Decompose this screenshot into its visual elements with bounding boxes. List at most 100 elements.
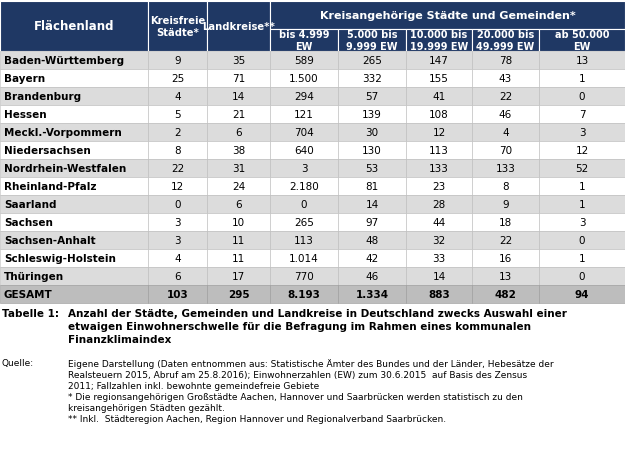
Bar [406, 268, 472, 286]
Bar [0, 249, 148, 268]
Text: 42: 42 [366, 253, 379, 263]
Text: 0: 0 [301, 199, 308, 209]
Bar [207, 286, 270, 303]
Bar [338, 142, 406, 159]
Bar [207, 249, 270, 268]
Text: Sachsen-Anhalt: Sachsen-Anhalt [4, 236, 96, 246]
Bar [148, 124, 207, 142]
Text: 6: 6 [174, 271, 181, 281]
Text: 57: 57 [366, 92, 379, 102]
Bar [338, 70, 406, 88]
Text: 1.014: 1.014 [289, 253, 319, 263]
Bar [539, 52, 625, 70]
Text: Hessen: Hessen [4, 110, 47, 120]
Bar [406, 159, 472, 178]
Bar [148, 231, 207, 249]
Bar [148, 70, 207, 88]
Bar [207, 106, 270, 124]
Text: 8: 8 [503, 182, 509, 192]
Text: 133: 133 [429, 164, 449, 174]
Text: 41: 41 [432, 92, 446, 102]
Text: 31: 31 [232, 164, 245, 174]
Text: 295: 295 [228, 289, 249, 299]
Bar [472, 124, 539, 142]
Text: 3: 3 [301, 164, 308, 174]
Bar [472, 106, 539, 124]
Bar [539, 106, 625, 124]
Text: 21: 21 [232, 110, 245, 120]
Bar [338, 106, 406, 124]
Text: 48: 48 [366, 236, 379, 246]
Text: 294: 294 [294, 92, 314, 102]
Bar [472, 159, 539, 178]
Bar [0, 124, 148, 142]
Text: 1: 1 [579, 74, 585, 84]
Bar [0, 70, 148, 88]
Text: 12: 12 [171, 182, 184, 192]
Bar [406, 178, 472, 196]
Text: 43: 43 [499, 74, 512, 84]
Bar [207, 159, 270, 178]
Text: 7: 7 [579, 110, 585, 120]
Bar [406, 196, 472, 214]
Bar [270, 2, 625, 30]
Text: 94: 94 [575, 289, 589, 299]
Bar [539, 30, 625, 52]
Bar [406, 249, 472, 268]
Text: 1: 1 [579, 253, 585, 263]
Bar [207, 178, 270, 196]
Bar [148, 159, 207, 178]
Bar [406, 231, 472, 249]
Bar [207, 142, 270, 159]
Text: 53: 53 [366, 164, 379, 174]
Bar [148, 178, 207, 196]
Text: 46: 46 [499, 110, 512, 120]
Bar [148, 142, 207, 159]
Text: 0: 0 [579, 271, 585, 281]
Text: 0: 0 [579, 92, 585, 102]
Bar [539, 268, 625, 286]
Text: 12: 12 [432, 128, 446, 138]
Text: Meckl.-Vorpommern: Meckl.-Vorpommern [4, 128, 122, 138]
Text: 11: 11 [232, 236, 245, 246]
Text: Sachsen: Sachsen [4, 218, 53, 228]
Bar [472, 249, 539, 268]
Bar [207, 124, 270, 142]
Text: 4: 4 [503, 128, 509, 138]
Text: 121: 121 [294, 110, 314, 120]
Text: 10: 10 [232, 218, 245, 228]
Text: 12: 12 [576, 146, 589, 156]
Text: 25: 25 [171, 74, 184, 84]
Bar [406, 30, 472, 52]
Text: 147: 147 [429, 56, 449, 66]
Bar [270, 142, 338, 159]
Bar [539, 231, 625, 249]
Text: 139: 139 [362, 110, 382, 120]
Text: 14: 14 [432, 271, 446, 281]
Bar [270, 30, 338, 52]
Bar [270, 286, 338, 303]
Bar [338, 159, 406, 178]
Bar [0, 159, 148, 178]
Text: 22: 22 [171, 164, 184, 174]
Text: ab 50.000
EW: ab 50.000 EW [555, 30, 609, 52]
Bar [338, 52, 406, 70]
Text: GESAMT: GESAMT [4, 289, 52, 299]
Bar [472, 142, 539, 159]
Bar [539, 142, 625, 159]
Text: 640: 640 [294, 146, 314, 156]
Bar [539, 249, 625, 268]
Text: 20.000 bis
49.999 EW: 20.000 bis 49.999 EW [476, 30, 534, 52]
Bar [148, 106, 207, 124]
Bar [0, 214, 148, 231]
Text: 16: 16 [499, 253, 512, 263]
Text: 30: 30 [366, 128, 379, 138]
Bar [148, 214, 207, 231]
Text: 130: 130 [362, 146, 382, 156]
Bar [338, 196, 406, 214]
Text: 13: 13 [576, 56, 589, 66]
Bar [270, 88, 338, 106]
Text: 33: 33 [432, 253, 446, 263]
Bar [0, 52, 148, 70]
Text: Tabelle 1:: Tabelle 1: [2, 308, 59, 318]
